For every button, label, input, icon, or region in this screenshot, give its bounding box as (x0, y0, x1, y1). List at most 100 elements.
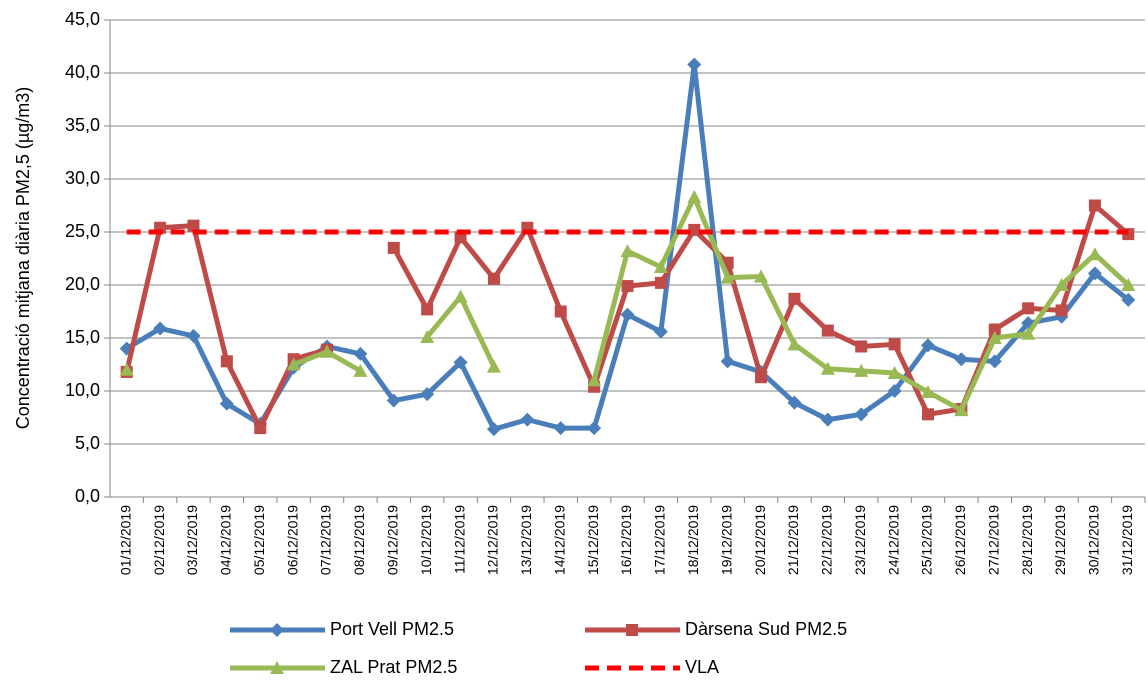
x-tick-label: 23/12/2019 (852, 505, 868, 575)
y-tick-label: 15,0 (65, 327, 100, 347)
data-point (653, 324, 668, 339)
x-tick-label: 28/12/2019 (1019, 505, 1035, 575)
data-point (954, 403, 969, 417)
legend-label: Dàrsena Sud PM2.5 (685, 619, 847, 639)
data-point (687, 190, 702, 204)
legend-marker (270, 661, 284, 674)
x-tick-label: 08/12/2019 (351, 505, 367, 575)
legend-marker (626, 624, 638, 636)
data-point (186, 328, 201, 343)
x-tick-label: 29/12/2019 (1052, 505, 1068, 575)
data-point (153, 321, 168, 336)
data-point (1055, 304, 1068, 317)
data-point (620, 307, 635, 322)
legend-marker (270, 623, 284, 637)
data-point (820, 361, 835, 375)
x-tick-label: 02/12/2019 (151, 505, 167, 575)
x-tick-label: 24/12/2019 (885, 505, 901, 575)
x-tick-label: 15/12/2019 (585, 505, 601, 575)
data-point (720, 270, 735, 284)
legend-label: VLA (685, 657, 719, 677)
data-point (587, 421, 602, 436)
data-point (187, 219, 200, 232)
data-point (386, 393, 401, 408)
data-point (788, 292, 801, 305)
data-point (119, 362, 134, 376)
x-tick-label: 04/12/2019 (218, 505, 234, 575)
x-tick-label: 09/12/2019 (384, 505, 400, 575)
data-point (421, 303, 434, 316)
data-point (888, 338, 901, 351)
data-point (920, 385, 935, 399)
x-tick-label: 06/12/2019 (284, 505, 300, 575)
x-tick-label: 16/12/2019 (618, 505, 634, 575)
data-point (688, 223, 701, 236)
data-point (420, 329, 435, 343)
data-point (219, 396, 234, 411)
data-point (220, 355, 233, 368)
data-point (920, 338, 935, 353)
x-tick-label: 26/12/2019 (952, 505, 968, 575)
data-point (654, 276, 667, 289)
x-tick-label: 27/12/2019 (985, 505, 1001, 575)
x-tick-label: 25/12/2019 (919, 505, 935, 575)
y-tick-label: 35,0 (65, 115, 100, 135)
data-point (553, 421, 568, 436)
data-point (755, 371, 768, 384)
data-point (1088, 199, 1101, 212)
x-tick-label: 12/12/2019 (485, 505, 501, 575)
y-tick-label: 0,0 (75, 486, 100, 506)
y-tick-label: 45,0 (65, 9, 100, 29)
y-axis-title: Concentració mitjana diària PM2,5 (µg/m3… (13, 87, 33, 430)
data-point (453, 355, 468, 370)
data-point (1021, 326, 1036, 340)
x-tick-label: 22/12/2019 (819, 505, 835, 575)
legend-label: Port Vell PM2.5 (330, 619, 454, 639)
data-point (254, 422, 267, 435)
data-point (787, 395, 802, 410)
data-point (921, 408, 934, 421)
data-point (353, 346, 368, 361)
data-point (1087, 266, 1102, 281)
x-tick-label: 10/12/2019 (418, 505, 434, 575)
x-tick-label: 05/12/2019 (251, 505, 267, 575)
data-point (720, 354, 735, 369)
data-point (954, 352, 969, 367)
data-point (420, 387, 435, 402)
y-tick-label: 20,0 (65, 274, 100, 294)
data-point (486, 422, 501, 437)
x-tick-label: 07/12/2019 (318, 505, 334, 575)
data-point (1054, 278, 1069, 291)
data-point (987, 331, 1002, 344)
data-point (887, 384, 902, 398)
y-tick-label: 5,0 (75, 433, 100, 453)
data-point (387, 241, 400, 254)
data-point (854, 407, 869, 422)
legend-label: ZAL Prat PM2.5 (330, 657, 457, 677)
data-point (687, 57, 702, 72)
x-tick-label: 17/12/2019 (652, 505, 668, 575)
x-tick-label: 13/12/2019 (518, 505, 534, 575)
y-tick-label: 40,0 (65, 62, 100, 82)
data-point (754, 269, 769, 283)
x-tick-label: 30/12/2019 (1086, 505, 1102, 575)
data-point (854, 363, 869, 377)
x-tick-label: 18/12/2019 (685, 505, 701, 575)
data-point (453, 289, 468, 303)
x-tick-label: 31/12/2019 (1119, 505, 1135, 575)
data-point (820, 412, 835, 427)
data-point (587, 373, 602, 387)
x-tick-label: 03/12/2019 (184, 505, 200, 575)
data-point (1022, 302, 1035, 315)
data-point (1087, 247, 1102, 261)
data-point (286, 357, 301, 371)
y-tick-label: 30,0 (65, 168, 100, 188)
data-point (887, 365, 902, 379)
data-point (320, 344, 335, 358)
data-point (1121, 292, 1136, 307)
data-point (653, 259, 668, 273)
x-tick-label: 19/12/2019 (718, 505, 734, 575)
data-point (1121, 278, 1136, 291)
data-point (554, 305, 567, 318)
